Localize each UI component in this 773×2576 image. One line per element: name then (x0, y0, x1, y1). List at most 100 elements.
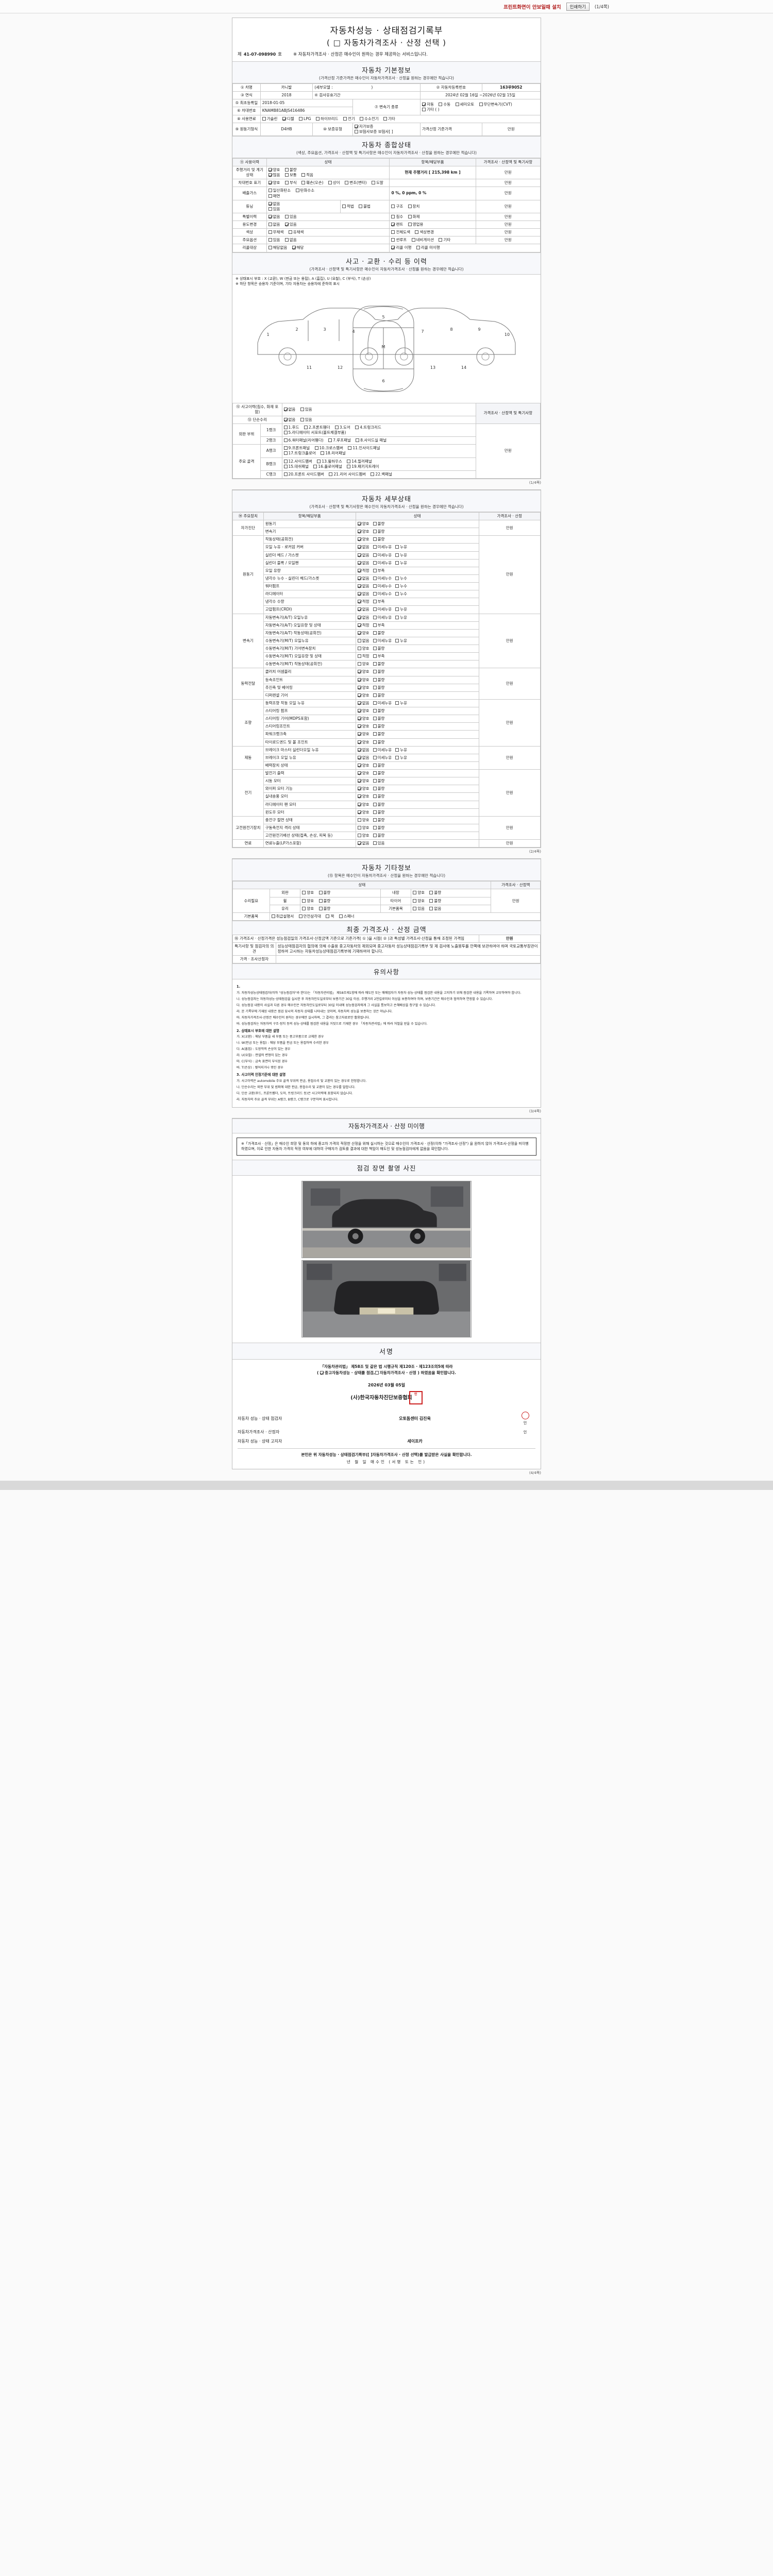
checkbox-icon[interactable] (357, 553, 361, 557)
rank-item[interactable]: 20.프론트 사이드멤버 (283, 472, 324, 477)
checkbox-icon[interactable] (395, 748, 399, 752)
detail-option[interactable]: 적정 (357, 623, 369, 628)
detail-option[interactable]: 불량 (373, 810, 384, 815)
detail-option[interactable]: 누유 (395, 545, 407, 550)
checkbox-icon[interactable] (357, 717, 361, 721)
checkbox-icon[interactable] (314, 446, 318, 450)
checkbox-icon[interactable] (373, 685, 377, 689)
detail-option[interactable]: 미세누수 (373, 584, 392, 589)
checkbox-icon[interactable] (300, 407, 304, 411)
detail-option[interactable]: 양호 (357, 716, 369, 721)
checkbox-icon[interactable] (357, 818, 361, 822)
detail-option[interactable]: 부족 (373, 599, 384, 604)
detail-option[interactable]: 미세누수 (373, 576, 392, 581)
checkbox-icon[interactable] (284, 214, 289, 218)
checkbox-icon[interactable] (304, 425, 308, 429)
detail-option[interactable]: 미세누유 (373, 701, 392, 706)
checkbox-icon[interactable] (373, 693, 377, 697)
checkbox-icon[interactable] (391, 223, 395, 226)
checkbox-icon[interactable] (422, 107, 426, 111)
opt-none[interactable]: 없음 (284, 238, 297, 243)
detail-option[interactable]: 불량 (373, 693, 384, 698)
fuel-opt-6[interactable]: 기타 (383, 116, 395, 122)
checkbox-icon[interactable] (429, 899, 433, 903)
opt-etc[interactable]: 기타 (439, 238, 450, 243)
detail-option[interactable]: 불량 (373, 662, 384, 667)
checkbox-icon[interactable] (345, 181, 349, 185)
checkbox-icon[interactable] (357, 732, 361, 736)
opt-safety[interactable]: 안전삼각대 (298, 914, 321, 919)
checkbox-icon[interactable] (357, 537, 361, 541)
opt-none[interactable]: 없음 (268, 222, 280, 227)
print-button[interactable]: 인쇄하기 (566, 2, 590, 11)
checkbox-icon[interactable] (373, 576, 377, 580)
checkbox-icon[interactable] (408, 204, 412, 208)
detail-option[interactable]: 적정 (357, 599, 369, 604)
checkbox-icon[interactable] (347, 464, 351, 468)
checkbox-icon[interactable] (375, 1370, 379, 1375)
checkbox-icon[interactable] (357, 654, 361, 658)
fuel-opt-3[interactable]: 하이브리드 (315, 116, 338, 122)
checkbox-icon[interactable] (373, 647, 377, 650)
checkbox-icon[interactable] (373, 662, 377, 666)
checkbox-icon[interactable] (455, 102, 459, 106)
opt-good[interactable]: 양호 (413, 899, 425, 904)
checkbox-icon[interactable] (268, 238, 272, 242)
detail-option[interactable]: 누유 (395, 755, 407, 760)
detail-option[interactable]: 양호 (357, 631, 369, 636)
rank-item[interactable]: 5.라디에이터 서포트(볼트체결부품) (283, 430, 346, 435)
checkbox-icon[interactable] (373, 810, 377, 814)
checkbox-icon[interactable] (373, 740, 377, 744)
detail-option[interactable]: 없음 (357, 545, 369, 550)
checkbox-icon[interactable] (354, 129, 358, 133)
checkbox-icon[interactable] (357, 701, 361, 705)
detail-option[interactable]: 양호 (357, 724, 369, 729)
checkbox-icon[interactable] (359, 204, 363, 208)
checkbox-icon[interactable] (357, 825, 361, 829)
checkbox-icon[interactable] (284, 223, 289, 226)
detail-option[interactable]: 불량 (373, 669, 384, 674)
checkbox-icon[interactable] (373, 732, 377, 736)
opt-yes[interactable]: 있음 (284, 214, 297, 219)
checkbox-icon[interactable] (373, 600, 377, 604)
checkbox-icon[interactable] (268, 194, 272, 198)
checkbox-icon[interactable] (268, 246, 272, 250)
checkbox-icon[interactable] (360, 116, 364, 121)
detail-option[interactable]: 누유 (395, 701, 407, 706)
opt-0[interactable]: 양호 (268, 180, 280, 185)
checkbox-icon[interactable] (283, 446, 288, 450)
detail-option[interactable]: 양호 (357, 646, 369, 651)
checkbox-icon[interactable] (373, 763, 377, 767)
checkbox-icon[interactable] (479, 102, 483, 106)
checkbox-icon[interactable] (283, 459, 288, 463)
checkbox-icon[interactable] (357, 647, 361, 650)
rank-item[interactable]: 19.패키지트레이 (347, 464, 379, 469)
opt-yes[interactable]: 있음 (284, 222, 297, 227)
opt-2[interactable]: 훼손(오손) (301, 180, 324, 185)
opt-spanner[interactable]: 스패너 (339, 914, 354, 919)
checkbox-icon[interactable] (373, 709, 377, 713)
detail-option[interactable]: 양호 (357, 778, 369, 784)
detail-option[interactable]: 없음 (357, 638, 369, 643)
checkbox-icon[interactable] (357, 834, 361, 837)
detail-option[interactable]: 누유 (395, 638, 407, 643)
checkbox-icon[interactable] (373, 787, 377, 791)
checkbox-icon[interactable] (373, 654, 377, 658)
checkbox-icon[interactable] (328, 438, 332, 443)
checkbox-icon[interactable] (395, 553, 399, 557)
detail-option[interactable]: 없음 (357, 607, 369, 612)
detail-option[interactable]: 불량 (373, 778, 384, 784)
detail-option[interactable]: 양호 (357, 794, 369, 799)
checkbox-icon[interactable] (373, 623, 377, 627)
checkbox-icon[interactable] (318, 906, 323, 910)
detail-option[interactable]: 미세누수 (373, 591, 392, 597)
opt-yes[interactable]: 있음 (268, 207, 280, 212)
detail-option[interactable]: 누수 (395, 591, 407, 597)
detail-option[interactable]: 양호 (357, 825, 369, 831)
checkbox-icon[interactable] (395, 755, 399, 759)
trans-opt-1[interactable]: 수동 (439, 102, 450, 107)
checkbox-icon[interactable] (373, 825, 377, 829)
opt-none[interactable]: 없음 (429, 906, 441, 911)
checkbox-icon[interactable] (357, 748, 361, 752)
checkbox-icon[interactable] (415, 230, 419, 234)
